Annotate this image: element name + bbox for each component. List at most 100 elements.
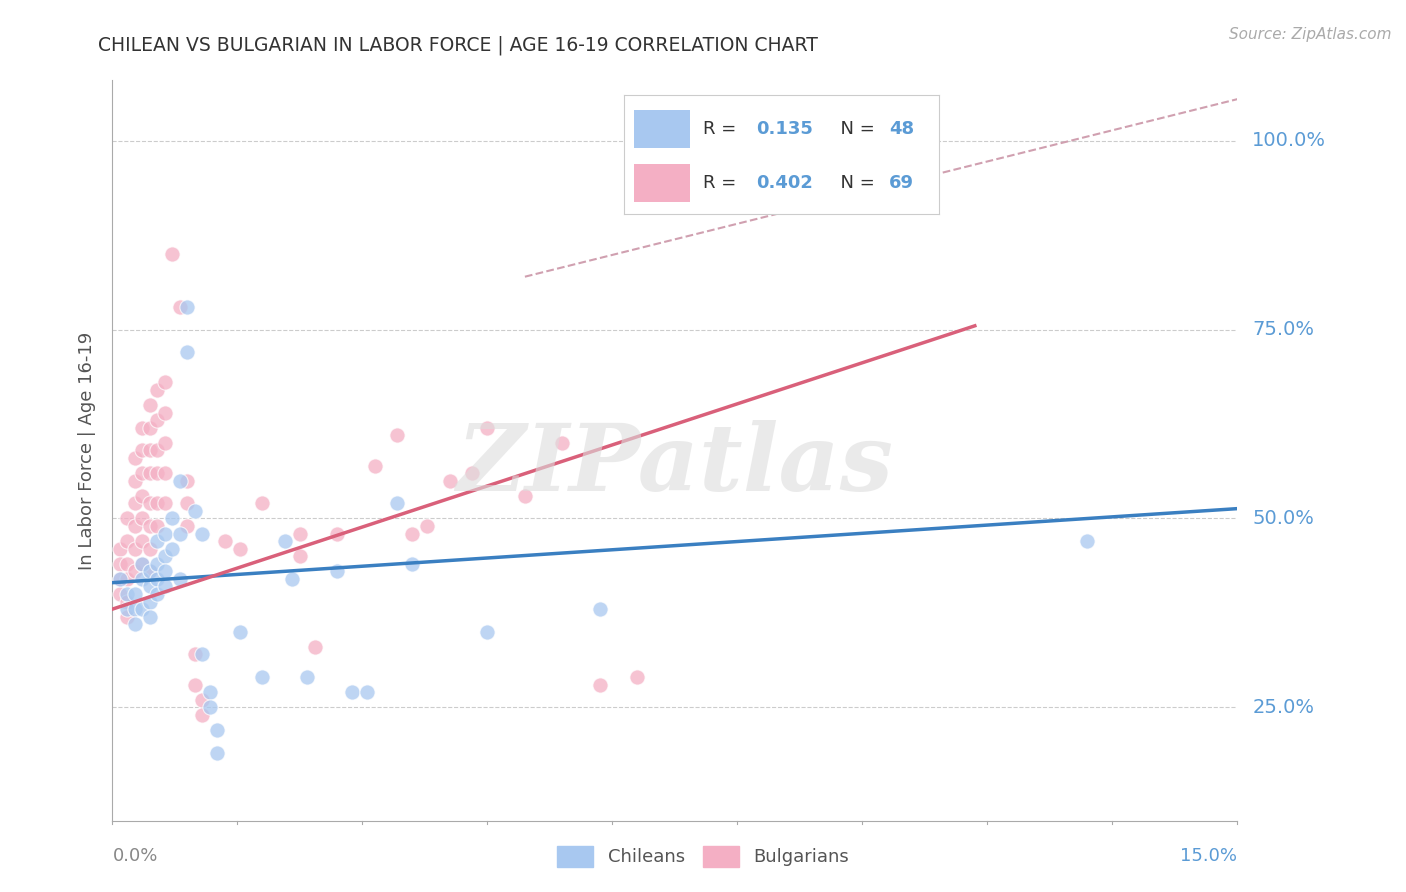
Point — [131, 602, 153, 616]
Text: 25.0%: 25.0% — [1253, 698, 1315, 717]
Point — [162, 247, 184, 261]
Point — [139, 579, 162, 593]
Point — [139, 421, 162, 435]
Point — [117, 609, 139, 624]
Point — [356, 685, 378, 699]
Point — [229, 541, 252, 556]
Point — [117, 587, 139, 601]
Point — [169, 474, 191, 488]
Point — [184, 504, 207, 518]
Point — [162, 541, 184, 556]
Text: Source: ZipAtlas.com: Source: ZipAtlas.com — [1229, 27, 1392, 42]
Point — [169, 300, 191, 314]
Text: ZIPatlas: ZIPatlas — [457, 420, 893, 510]
Point — [146, 557, 169, 571]
Point — [364, 458, 387, 473]
Point — [146, 413, 169, 427]
Text: 100.0%: 100.0% — [1253, 131, 1326, 150]
Point — [176, 519, 198, 533]
Point — [184, 678, 207, 692]
Point — [162, 511, 184, 525]
Point — [108, 572, 131, 586]
Point — [139, 398, 162, 412]
Point — [169, 526, 191, 541]
Text: 0.0%: 0.0% — [112, 847, 157, 865]
Point — [124, 565, 146, 579]
Point — [146, 383, 169, 397]
Point — [146, 519, 169, 533]
Point — [131, 489, 153, 503]
Point — [513, 489, 536, 503]
Point — [387, 428, 409, 442]
Point — [124, 617, 146, 632]
Point — [589, 678, 612, 692]
Point — [146, 496, 169, 510]
Point — [131, 421, 153, 435]
Point — [153, 496, 176, 510]
Point — [401, 557, 423, 571]
Point — [146, 587, 169, 601]
Point — [207, 723, 229, 737]
Point — [117, 557, 139, 571]
Point — [191, 692, 214, 706]
Point — [139, 565, 162, 579]
Point — [139, 594, 162, 608]
Point — [124, 541, 146, 556]
Text: 15.0%: 15.0% — [1180, 847, 1237, 865]
Point — [326, 565, 349, 579]
Point — [124, 474, 146, 488]
Point — [108, 587, 131, 601]
Point — [131, 511, 153, 525]
Point — [304, 640, 326, 654]
Point — [131, 443, 153, 458]
Point — [169, 572, 191, 586]
Point — [198, 700, 221, 714]
Point — [252, 670, 274, 684]
Point — [191, 648, 214, 662]
Point — [153, 579, 176, 593]
Point — [139, 443, 162, 458]
Point — [184, 648, 207, 662]
Point — [342, 685, 364, 699]
Point — [146, 466, 169, 480]
Point — [274, 534, 297, 549]
Point — [117, 594, 139, 608]
Point — [108, 541, 131, 556]
Point — [153, 466, 176, 480]
Point — [297, 670, 319, 684]
Point — [139, 609, 162, 624]
Point — [191, 707, 214, 722]
Point — [477, 421, 499, 435]
Text: CHILEAN VS BULGARIAN IN LABOR FORCE | AGE 16-19 CORRELATION CHART: CHILEAN VS BULGARIAN IN LABOR FORCE | AG… — [98, 36, 818, 55]
Point — [131, 534, 153, 549]
Point — [551, 436, 574, 450]
Point — [124, 519, 146, 533]
Point — [146, 443, 169, 458]
Point — [281, 572, 304, 586]
Point — [326, 526, 349, 541]
Point — [153, 436, 176, 450]
Point — [108, 572, 131, 586]
Point — [139, 565, 162, 579]
Point — [139, 466, 162, 480]
Point — [139, 519, 162, 533]
Point — [131, 557, 153, 571]
Point — [131, 466, 153, 480]
Point — [176, 345, 198, 359]
Point — [124, 496, 146, 510]
Legend: Chileans, Bulgarians: Chileans, Bulgarians — [550, 838, 856, 874]
Point — [124, 450, 146, 465]
Point — [124, 587, 146, 601]
Point — [153, 549, 176, 564]
Point — [117, 572, 139, 586]
Point — [117, 511, 139, 525]
Point — [153, 406, 176, 420]
Point — [139, 496, 162, 510]
Point — [176, 496, 198, 510]
Point — [131, 572, 153, 586]
Point — [146, 534, 169, 549]
Text: 75.0%: 75.0% — [1253, 320, 1315, 339]
Point — [416, 519, 439, 533]
Point — [117, 534, 139, 549]
Point — [146, 572, 169, 586]
